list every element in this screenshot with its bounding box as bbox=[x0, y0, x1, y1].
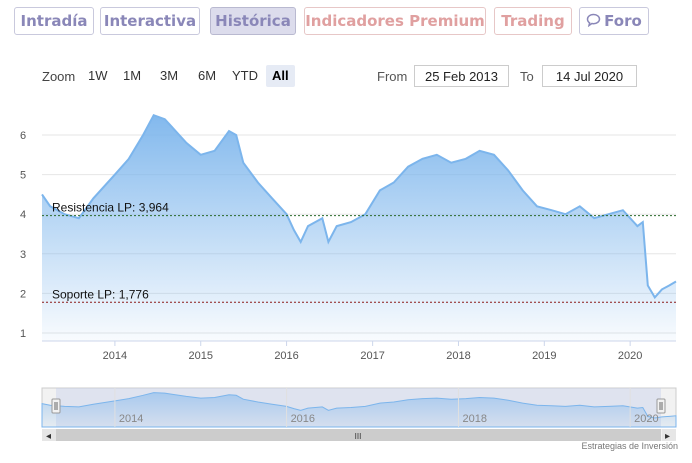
x-tick-label: 2019 bbox=[532, 350, 556, 362]
price-points bbox=[41, 115, 677, 298]
navigator-tick-label: 2018 bbox=[462, 413, 486, 425]
tab-label: Foro bbox=[604, 12, 642, 30]
tab-histórica[interactable]: Histórica bbox=[210, 7, 296, 35]
plot-lines: Resistencia LP: 3,964 Soporte LP: 1,776 bbox=[42, 201, 676, 303]
x-tick-label: 2015 bbox=[188, 350, 212, 362]
scroll-left-arrow-icon: ◂ bbox=[46, 431, 51, 442]
navigator-tick-label: 2020 bbox=[634, 413, 658, 425]
x-tick-label: 2016 bbox=[274, 350, 298, 362]
y-tick-label: 3 bbox=[20, 249, 26, 261]
tab-trading[interactable]: Trading bbox=[494, 7, 572, 35]
y-tick-label: 6 bbox=[20, 130, 26, 142]
navigator-series bbox=[41, 392, 677, 428]
x-tick-label: 2018 bbox=[446, 350, 470, 362]
credit-text: Estrategias de Inversión bbox=[581, 441, 678, 451]
zoom-6m-button[interactable]: 6M bbox=[198, 68, 217, 83]
scroll-left-button[interactable] bbox=[42, 429, 56, 441]
scroll-right-button[interactable] bbox=[662, 429, 676, 441]
y-tick-label: 4 bbox=[20, 209, 26, 221]
zoom-label: Zoom bbox=[42, 69, 76, 84]
navigator-mask bbox=[56, 388, 661, 427]
chat-bubble-icon bbox=[586, 9, 601, 35]
x-tick-label: 2014 bbox=[103, 350, 127, 362]
zoom-1m-button[interactable]: 1M bbox=[123, 68, 142, 83]
tab-foro[interactable]: Foro bbox=[579, 7, 649, 35]
zoom-3m-button[interactable]: 3M bbox=[160, 68, 179, 83]
to-label: To bbox=[520, 69, 534, 84]
y-tick-label: 2 bbox=[20, 288, 26, 300]
navigator-left-handle[interactable] bbox=[51, 398, 61, 414]
support-label: Soporte LP: 1,776 bbox=[52, 287, 149, 301]
zoom-ytd-button[interactable]: YTD bbox=[232, 68, 258, 83]
tab-interactiva[interactable]: Interactiva bbox=[100, 7, 200, 35]
navigator-tick-label: 2016 bbox=[291, 413, 315, 425]
y-tick-label: 5 bbox=[20, 170, 26, 182]
tab-label: Trading bbox=[501, 12, 565, 30]
from-date-input[interactable]: 25 Feb 2013 bbox=[414, 65, 509, 87]
tab-label: Interactiva bbox=[103, 12, 197, 30]
navigator-tick-label: 2014 bbox=[119, 413, 143, 425]
y-tick-label: 1 bbox=[20, 328, 26, 340]
zoom-1w-button[interactable]: 1W bbox=[88, 68, 108, 83]
navigator-right-handle[interactable] bbox=[656, 398, 666, 414]
scrollbar-track[interactable] bbox=[42, 429, 676, 441]
tab-label: Histórica bbox=[215, 12, 291, 30]
navigator[interactable]: 2014 2016 2018 2020 bbox=[41, 387, 677, 428]
tab-label: Indicadores Premium bbox=[305, 12, 485, 30]
scrollbar-grip-icon: III bbox=[355, 432, 362, 441]
tab-indicadores-premium[interactable]: Indicadores Premium bbox=[304, 7, 486, 35]
price-area bbox=[42, 115, 676, 341]
y-axis-labels: 1 2 3 4 5 6 bbox=[20, 130, 26, 340]
x-axis-labels: 2014 2015 2016 2017 2018 2019 2020 bbox=[103, 341, 642, 362]
from-label: From bbox=[377, 69, 408, 84]
scrollbar-thumb[interactable] bbox=[56, 429, 661, 441]
tab-intradía[interactable]: Intradía bbox=[14, 7, 94, 35]
tab-bar: Intradía Interactiva Histórica Indicadores … bbox=[0, 0, 692, 48]
zoom-all-button[interactable]: All bbox=[266, 65, 295, 87]
x-tick-label: 2017 bbox=[360, 350, 384, 362]
range-toolbar: Zoom 1W 1M 3M 6M YTD All From 25 Feb 2013 To … bbox=[0, 62, 692, 90]
grid-lines bbox=[42, 134, 676, 334]
x-tick-label: 2020 bbox=[618, 350, 642, 362]
to-date-input[interactable]: 14 Jul 2020 bbox=[542, 65, 637, 87]
price-line bbox=[41, 113, 677, 300]
tab-label: Intradía bbox=[20, 12, 88, 30]
navigator-outline bbox=[41, 387, 677, 428]
resistance-label: Resistencia LP: 3,964 bbox=[52, 201, 169, 215]
